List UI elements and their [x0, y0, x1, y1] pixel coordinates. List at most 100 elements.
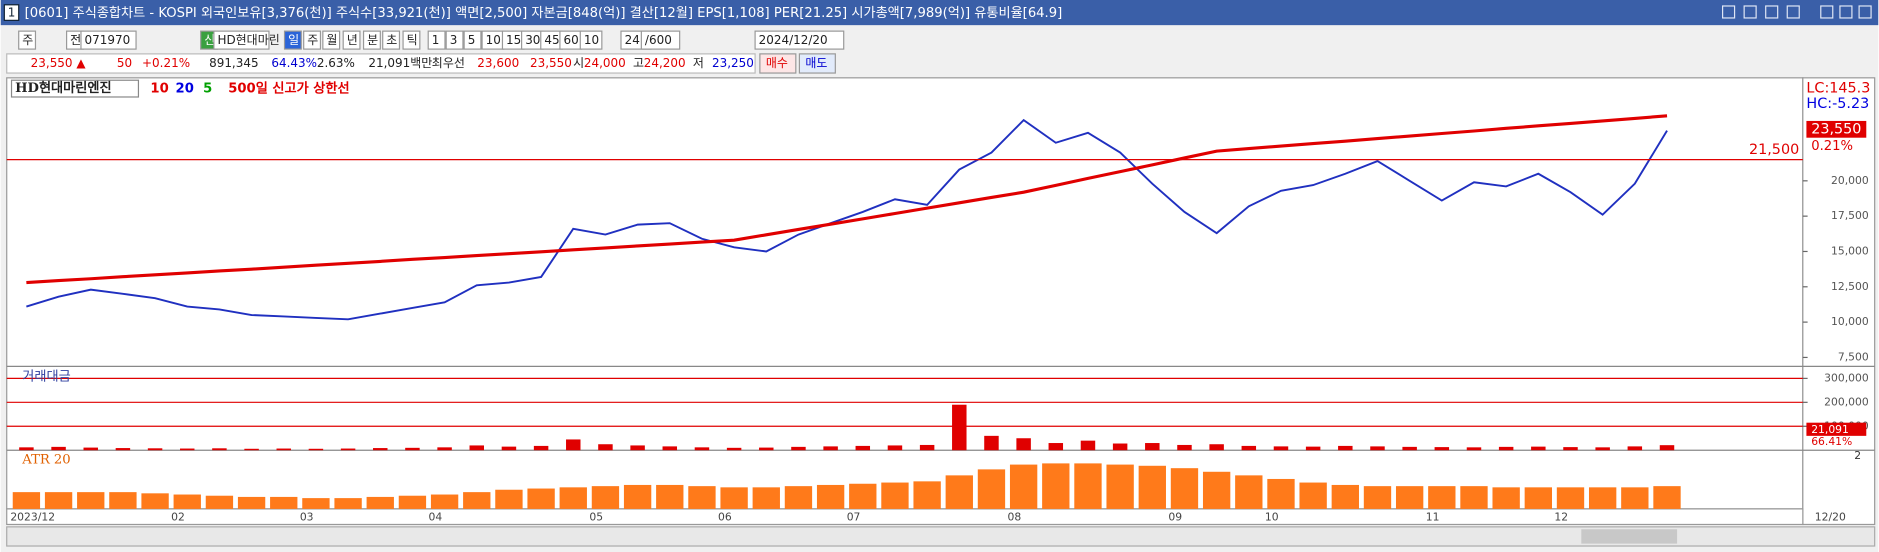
- panel-title: ATR 20: [21, 452, 70, 467]
- scrollbar[interactable]: [6, 526, 1876, 547]
- quote-value: 23,250: [712, 56, 754, 70]
- toolbar-button[interactable]: [427, 30, 446, 50]
- bar: [19, 447, 34, 451]
- bar: [1466, 447, 1482, 451]
- bar: [1653, 486, 1681, 509]
- legend-entry: 10: [150, 82, 168, 97]
- toolbar-label[interactable]: 1: [432, 33, 440, 47]
- bar: [1235, 475, 1263, 509]
- toolbar-button[interactable]: [342, 30, 361, 50]
- y-tick-label: 200,000: [1824, 395, 1869, 408]
- win-close[interactable]: [1858, 5, 1872, 19]
- bar: [720, 487, 748, 509]
- bar: [566, 439, 581, 451]
- toolbar-label[interactable]: /600: [645, 33, 672, 47]
- toolbar-label[interactable]: 30: [525, 33, 540, 47]
- toolbar-label[interactable]: 틱: [407, 33, 418, 47]
- value-box: [1806, 422, 1867, 436]
- bar: [430, 494, 459, 509]
- bar: [913, 481, 941, 509]
- toolbar-button[interactable]: [402, 30, 421, 50]
- quote-value[interactable]: 매수: [766, 56, 788, 70]
- toolbar-label[interactable]: 주: [307, 33, 318, 47]
- toolbar-label[interactable]: 신: [204, 33, 215, 47]
- toolbar-label[interactable]: 2024/12/20: [759, 33, 828, 47]
- bar: [237, 496, 266, 509]
- win-minimize[interactable]: [1820, 5, 1834, 19]
- toolbar-button[interactable]: [80, 30, 137, 50]
- bar: [1531, 446, 1546, 451]
- toolbar-button[interactable]: [463, 30, 482, 50]
- title-badge: 1: [8, 6, 16, 20]
- x-tick-label: 05: [589, 510, 603, 523]
- x-tick-label: 03: [300, 510, 314, 523]
- toolbar-button[interactable]: [579, 30, 603, 50]
- bar: [1009, 464, 1038, 509]
- bar: [83, 447, 98, 451]
- toolbar-button[interactable]: [754, 30, 845, 50]
- bar: [816, 484, 845, 509]
- toolbar-label[interactable]: 주: [22, 33, 33, 47]
- bar: [849, 483, 877, 509]
- bar: [501, 446, 517, 451]
- win-button[interactable]: [1721, 5, 1736, 19]
- annotation: 23,550: [1811, 121, 1861, 137]
- toolbar-label[interactable]: 일: [288, 33, 299, 47]
- toolbar-button[interactable]: [362, 30, 381, 50]
- toolbar-label[interactable]: 10: [486, 33, 501, 47]
- toolbar-label[interactable]: 전: [70, 33, 81, 47]
- quote-value: 저: [693, 56, 704, 70]
- toolbar-label[interactable]: 10: [584, 33, 599, 47]
- bar: [984, 435, 999, 451]
- bar: [1138, 465, 1166, 509]
- toolbar-label[interactable]: 3: [450, 33, 458, 47]
- bar: [1659, 445, 1675, 451]
- quote-value: 50: [117, 56, 132, 70]
- toolbar-button[interactable]: [445, 30, 464, 50]
- quote-value: 24,200: [644, 56, 686, 70]
- toolbar-button[interactable]: [18, 30, 37, 50]
- plot: 7,500 10,000 12,500 15,000 17,500 20,000 HD현대마…: [6, 79, 1870, 523]
- toolbar-label[interactable]: 분: [367, 33, 378, 47]
- toolbar-button[interactable]: [283, 30, 302, 50]
- toolbar-button[interactable]: [640, 30, 681, 50]
- bar: [1209, 444, 1224, 451]
- toolbar-label[interactable]: 15: [506, 33, 521, 47]
- toolbar-label[interactable]: 월: [326, 33, 337, 47]
- bar: [1331, 484, 1359, 509]
- toolbar-label[interactable]: 071970: [85, 33, 131, 47]
- toolbar-button[interactable]: [303, 30, 322, 50]
- win-maximize[interactable]: [1839, 5, 1853, 19]
- toolbar-button[interactable]: [322, 30, 341, 50]
- bar: [147, 448, 163, 451]
- quote-value: 21,091백만: [368, 56, 432, 70]
- win-button[interactable]: [1765, 5, 1779, 19]
- win-button[interactable]: [1786, 5, 1800, 19]
- bar: [1338, 445, 1353, 451]
- x-axis-area: [6, 508, 1804, 526]
- toolbar-label[interactable]: 초: [386, 33, 397, 47]
- toolbar-label[interactable]: HD현대마린: [217, 33, 279, 47]
- scroll-thumb[interactable]: [1581, 529, 1678, 544]
- toolbar-label[interactable]: 45: [544, 33, 559, 47]
- bar: [180, 448, 195, 451]
- quote-value[interactable]: 매도: [805, 56, 827, 70]
- toolbar-label[interactable]: 년: [347, 33, 358, 47]
- price-line: [26, 118, 1668, 321]
- bar: [366, 496, 394, 509]
- y-tick-label: 15,000: [1831, 244, 1869, 257]
- toolbar-button[interactable]: [213, 30, 270, 50]
- order-button[interactable]: [798, 53, 836, 74]
- quote-value: 최우선: [432, 56, 465, 70]
- y-tick-label: 7,500: [1838, 350, 1869, 363]
- toolbar-label[interactable]: 5: [468, 33, 476, 47]
- toolbar-button[interactable]: [382, 30, 401, 50]
- win-button[interactable]: [1743, 5, 1757, 19]
- toolbar-label[interactable]: 60: [564, 33, 579, 47]
- quote-value: 24,000: [584, 56, 626, 70]
- order-button[interactable]: [759, 53, 797, 74]
- bar: [270, 496, 298, 509]
- x-tick-label: 2023/12: [10, 510, 55, 523]
